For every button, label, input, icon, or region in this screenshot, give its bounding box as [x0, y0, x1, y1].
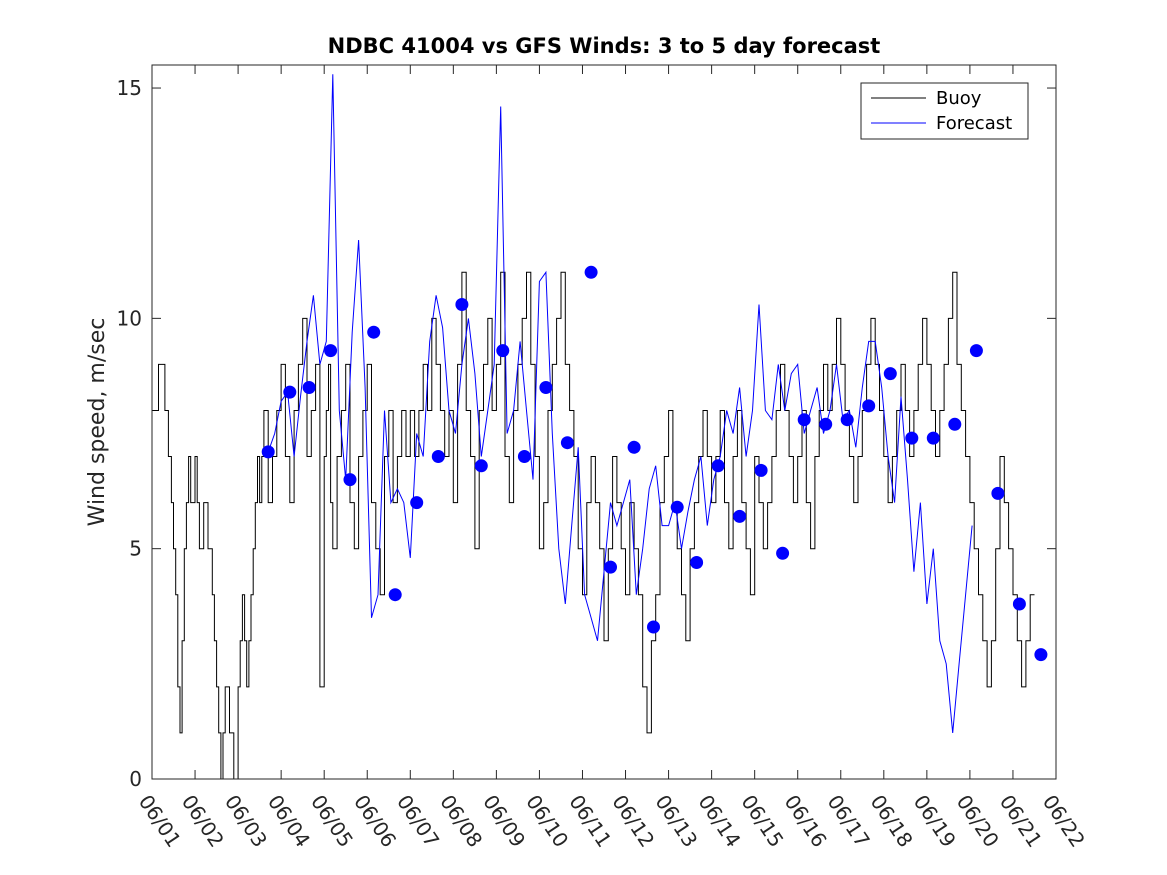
forecast-marker-point [584, 265, 598, 279]
forecast-marker-point [733, 509, 747, 523]
forecast-marker-point [560, 436, 574, 450]
forecast-marker-point [819, 417, 833, 431]
forecast-marker-point [517, 450, 531, 463]
buoy-series-line [152, 271, 1035, 780]
series-layer [152, 74, 1048, 780]
axes-box [151, 64, 1057, 780]
forecast-marker-point [431, 450, 445, 463]
forecast-marker-point [948, 417, 962, 431]
forecast-marker-point [1012, 597, 1026, 611]
forecast-marker-point [711, 459, 725, 473]
forecast-marker-point [862, 399, 876, 413]
y-tick-label: 10 [117, 306, 142, 330]
forecast-marker-point [367, 325, 381, 339]
legend: Buoy Forecast [860, 82, 1029, 140]
legend-box [860, 82, 1029, 140]
forecast-marker-point [496, 344, 510, 358]
forecast-marker-point [388, 588, 402, 602]
forecast-marker-point [754, 463, 768, 477]
forecast-marker-point [455, 298, 469, 311]
forecast-marker-point [969, 344, 983, 358]
y-tick-label: 0 [129, 767, 142, 791]
y-tick-label: 15 [117, 76, 142, 100]
chart-title: NDBC 41004 vs GFS Winds: 3 to 5 day fore… [328, 34, 881, 58]
forecast-marker-point [776, 546, 790, 560]
forecast-marker-point [627, 440, 641, 454]
forecast-marker-point [883, 367, 897, 381]
forecast-marker-point [283, 385, 297, 399]
plot-area [152, 65, 1056, 779]
forecast-marker-point [1034, 648, 1048, 662]
forecast-marker-point [840, 413, 854, 427]
forecast-marker-point [474, 459, 488, 473]
forecast-marker-point [302, 381, 316, 394]
forecast-marker-point [261, 445, 275, 459]
forecast-marker-point [991, 486, 1005, 500]
forecast-marker-point [690, 556, 704, 569]
forecast-marker-point [670, 500, 684, 514]
legend-forecast-label: Forecast [936, 113, 1012, 134]
forecast-series-line [267, 74, 973, 733]
forecast-marker-point [797, 413, 811, 427]
forecast-marker-point [539, 381, 553, 394]
forecast-marker-point [343, 473, 357, 487]
y-tick-label: 5 [129, 537, 142, 561]
forecast-marker-point [324, 344, 338, 358]
forecast-marker-point [410, 496, 424, 510]
forecast-marker-point [604, 560, 617, 574]
forecast-marker-point [905, 431, 919, 445]
y-axis-label: Wind speed, m/sec [85, 318, 110, 527]
forecast-marker-point [647, 620, 660, 634]
legend-buoy-label: Buoy [936, 88, 982, 109]
forecast-marker-point [926, 431, 940, 445]
